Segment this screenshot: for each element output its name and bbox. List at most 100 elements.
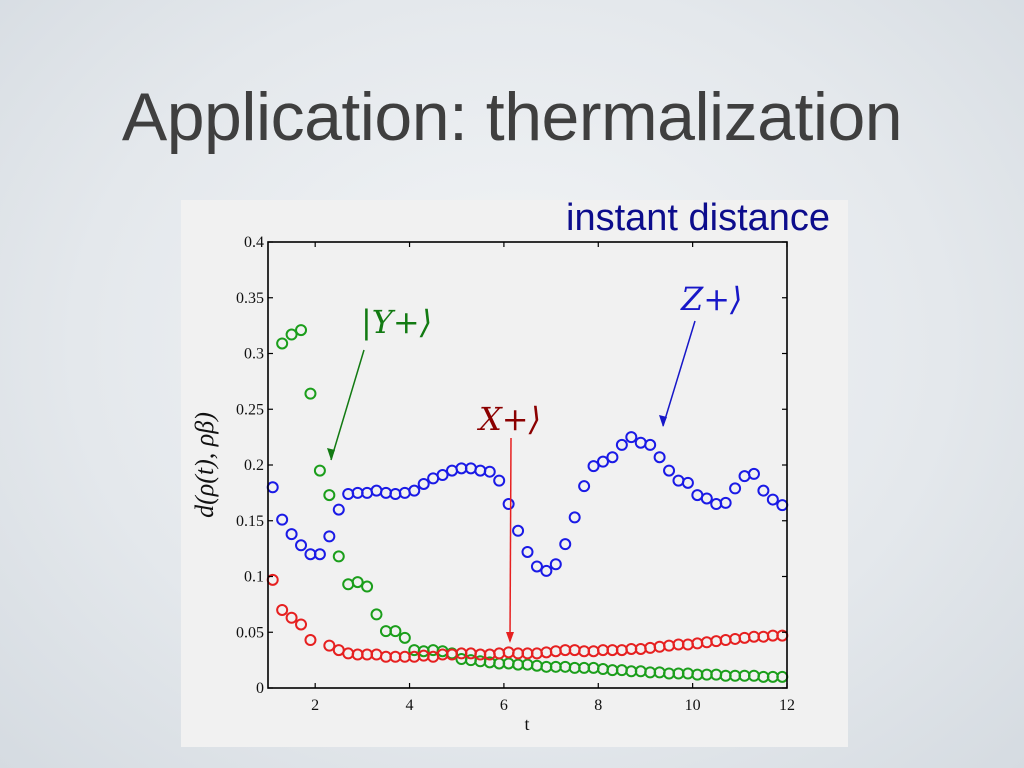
y-tick-label: 0.1 — [244, 569, 264, 586]
data-point — [596, 663, 609, 676]
data-point — [474, 464, 487, 477]
data-point — [417, 477, 430, 490]
data-point — [285, 611, 298, 624]
y-tick-label: 0.25 — [236, 401, 264, 418]
data-point — [700, 636, 713, 649]
data-point — [295, 539, 308, 552]
data-point — [719, 496, 732, 509]
data-point — [389, 487, 402, 500]
data-point — [493, 647, 506, 660]
data-point — [653, 451, 666, 464]
y-tick-label: 0.35 — [236, 290, 264, 307]
data-point — [644, 438, 657, 451]
data-point — [615, 438, 628, 451]
data-point — [398, 631, 411, 644]
data-point — [408, 484, 421, 497]
data-point — [323, 639, 336, 652]
annotation-x-label: X+⟩ — [476, 400, 541, 438]
data-point — [747, 467, 760, 480]
data-point — [757, 484, 770, 497]
data-point — [606, 451, 619, 464]
data-point — [493, 474, 506, 487]
x-axis-label: t — [524, 714, 529, 734]
data-point — [634, 436, 647, 449]
series-2 — [266, 573, 789, 663]
data-point — [549, 558, 562, 571]
chart-caption: instant distance — [566, 197, 831, 239]
data-point — [587, 460, 600, 473]
data-point — [323, 489, 336, 502]
data-point — [295, 324, 308, 337]
data-point — [351, 576, 364, 589]
y-tick-label: 0.3 — [244, 346, 264, 363]
data-point — [738, 470, 751, 483]
annotation-z-arrowhead — [659, 415, 667, 427]
y-tick-label: 0.05 — [236, 624, 264, 641]
data-point — [681, 476, 694, 489]
data-point — [295, 618, 308, 631]
data-point — [710, 635, 723, 648]
y-tick-label: 0 — [256, 680, 264, 697]
data-point — [361, 580, 374, 593]
data-point — [502, 646, 515, 659]
slide-title: Application: thermalization — [121, 79, 903, 155]
data-point — [578, 480, 591, 493]
data-point — [729, 482, 742, 495]
data-point — [530, 659, 543, 672]
data-point — [700, 492, 713, 505]
x-tick-label: 6 — [500, 697, 508, 714]
plot-frame — [267, 241, 788, 689]
annotation-y-arrowhead — [327, 448, 335, 460]
data-point — [304, 634, 317, 647]
data-point — [710, 498, 723, 511]
data-point — [653, 640, 666, 653]
data-point — [276, 513, 289, 526]
data-point — [285, 528, 298, 541]
data-point — [332, 503, 345, 516]
annotation-x-arrow — [509, 437, 512, 642]
data-point — [691, 637, 704, 650]
data-point — [304, 387, 317, 400]
y-tick-label: 0.4 — [244, 234, 264, 251]
data-point — [729, 632, 742, 645]
data-point — [266, 481, 279, 494]
data-point — [323, 530, 336, 543]
data-point — [549, 645, 562, 658]
data-point — [427, 650, 440, 663]
y-axis-label: d(ρ(t), ρβ) — [190, 412, 219, 518]
annotation-z-arrow — [662, 320, 696, 427]
data-point — [285, 328, 298, 341]
chart: 0 0.05 0.1 0.15 0.2 0.25 0.3 0.35 0.4 2 4 6 8 10 12 t… — [190, 234, 795, 734]
data-point — [276, 337, 289, 350]
data-point — [663, 464, 676, 477]
figure-panel: 0 0.05 0.1 0.15 0.2 0.25 0.3 0.35 0.4 2 4 6 8 10 12 t… — [181, 200, 848, 747]
series-0 — [266, 431, 789, 577]
y-tick-label: 0.15 — [236, 513, 264, 530]
x-axis: 2 4 6 8 10 12 — [311, 242, 795, 714]
data-point — [738, 631, 751, 644]
data-point — [625, 431, 638, 444]
data-point — [313, 464, 326, 477]
annotation-z-label: Z+⟩ — [680, 280, 743, 318]
series-1 — [276, 324, 789, 683]
data-point — [379, 486, 392, 499]
data-point — [672, 474, 685, 487]
y-axis: 0 0.05 0.1 0.15 0.2 0.25 0.3 0.35 0.4 — [236, 234, 787, 697]
annotation-z: Z+⟩ — [659, 280, 743, 427]
annotation-y: |Y+⟩ — [327, 303, 432, 461]
data-point — [398, 486, 411, 499]
data-point — [530, 560, 543, 573]
data-point — [313, 548, 326, 561]
annotation-y-label: |Y+⟩ — [361, 303, 432, 341]
x-tick-label: 4 — [406, 697, 414, 714]
data-point — [540, 646, 553, 659]
data-point — [644, 641, 657, 654]
data-point — [342, 487, 355, 500]
data-point — [483, 465, 496, 478]
x-tick-label: 10 — [685, 697, 701, 714]
data-point — [540, 564, 553, 577]
data-point — [370, 484, 383, 497]
y-tick-label: 0.2 — [244, 457, 264, 474]
chart-marks — [266, 324, 789, 683]
data-point — [766, 493, 779, 506]
